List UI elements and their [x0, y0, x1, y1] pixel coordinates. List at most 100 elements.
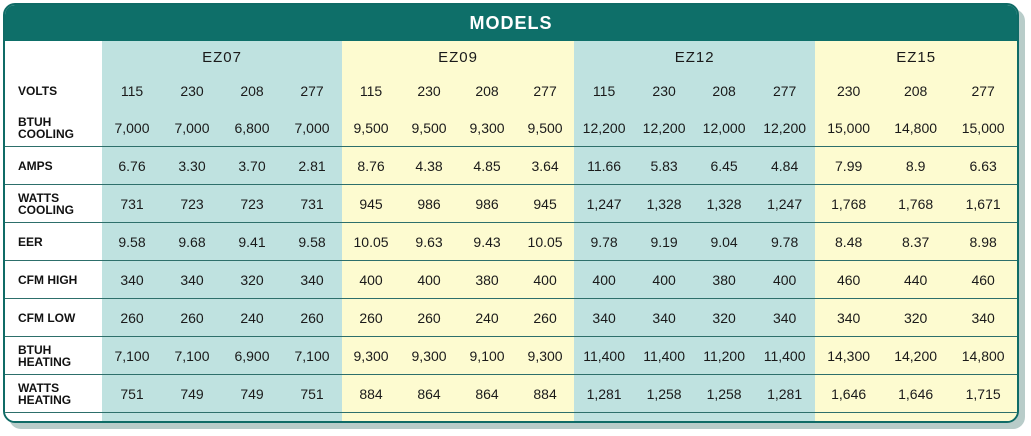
model-header-ez12: EZ12	[574, 41, 816, 73]
table-cell: 2.61	[694, 412, 755, 421]
table-cell: 749	[222, 374, 282, 413]
table-cell: 1,281	[754, 374, 816, 413]
table-cell: 9.78	[754, 222, 816, 261]
row-label-line: COOLING	[18, 126, 74, 141]
table-cell: 10.05	[342, 222, 401, 261]
table-cell: 6.45	[694, 146, 755, 185]
table-cell: 3.09	[458, 412, 517, 421]
row-label: CFM LOW	[5, 298, 102, 337]
table-row: WATTS HEATING 751 749 749 751 884 864 864 884 1,28…	[5, 374, 1017, 413]
row-label: WATTS HEATING	[5, 374, 102, 413]
table-cell: 7,000	[282, 109, 343, 147]
table-cell: 6,900	[222, 336, 282, 375]
table-cell: 749	[162, 374, 222, 413]
table-cell: 340	[754, 298, 816, 337]
volts-cell: 277	[516, 73, 575, 109]
volts-cell: 208	[882, 73, 950, 109]
table-cell: 9.19	[634, 222, 695, 261]
table-cell: 723	[222, 184, 282, 223]
table-cell: 945	[342, 184, 401, 223]
row-label: BTUH COOLING	[5, 109, 102, 147]
table-cell: 864	[400, 374, 459, 413]
table-cell: 400	[400, 260, 459, 299]
table-row: BTUH HEATING 7,100 7,100 6,900 7,100 9,300 9,30…	[5, 336, 1017, 375]
table-cell: 260	[516, 298, 575, 337]
table-cell: 11,400	[754, 336, 816, 375]
table-cell: 4.84	[754, 146, 816, 185]
table-cell: 8.76	[342, 146, 401, 185]
table-cell: 884	[342, 374, 401, 413]
row-label-line: BTUH	[18, 342, 52, 357]
table-cell: 320	[882, 298, 950, 337]
table-cell: 11.66	[574, 146, 635, 185]
table-cell: 340	[634, 298, 695, 337]
table-row: AMPS 6.76 3.30 3.70 2.81 8.76 4.38 4.85 3.64 11.6…	[5, 146, 1017, 185]
table-cell: 1,328	[634, 184, 695, 223]
models-spec-table: MODELS EZ07 EZ09 EZ12 EZ15 VOLTS 115 230 2…	[3, 3, 1019, 423]
model-header-ez07: EZ07	[102, 41, 343, 73]
table-cell: 9.41	[222, 222, 282, 261]
volts-cell: 115	[342, 73, 401, 109]
table-cell: 723	[162, 184, 222, 223]
table-cell: 9,500	[516, 109, 575, 147]
table-cell: 10.05	[516, 222, 575, 261]
table-cell: 260	[282, 298, 343, 337]
table-cell: 1,281	[574, 374, 635, 413]
table-cell: 12,000	[694, 109, 755, 147]
table-cell: 260	[342, 298, 401, 337]
row-label: AMPS	[5, 146, 102, 185]
table-cell: 9,300	[400, 336, 459, 375]
table-row: C.O.P.2.772.782.702.773.093.163.093.092.…	[5, 412, 1017, 421]
table-row: BTUH COOLING 7,000 7,000 6,800 7,000 9,500 9,50…	[5, 109, 1017, 147]
table-cell: 2.77	[282, 412, 343, 421]
table-cell: 14,800	[949, 336, 1017, 375]
volts-cell: 115	[574, 73, 635, 109]
table-row: CFM HIGH 340 340 320 340 400 400 380 400 400 400 38…	[5, 260, 1017, 299]
table-cell: 9.43	[458, 222, 517, 261]
volts-cell: 277	[282, 73, 343, 109]
volts-row: VOLTS 115 230 208 277 115 230 208 277 115 230 208 2…	[5, 73, 1017, 109]
row-label-line: COOLING	[18, 202, 74, 217]
table-cell: 1,247	[574, 184, 635, 223]
table-cell: 3.09	[516, 412, 575, 421]
table-cell: 15,000	[815, 109, 883, 147]
table-cell: 320	[694, 298, 755, 337]
table-cell: 751	[102, 374, 162, 413]
table-cell: 3.30	[162, 146, 222, 185]
table-cell: 240	[458, 298, 517, 337]
table-cell: 8.9	[882, 146, 950, 185]
table-cell: 7.99	[815, 146, 883, 185]
table-cell: 3.70	[222, 146, 282, 185]
table-cell: 340	[574, 298, 635, 337]
table-cell: 7,000	[102, 109, 162, 147]
table-cell: 1,247	[754, 184, 816, 223]
table-cell: 884	[516, 374, 575, 413]
table-cell: 1,258	[634, 374, 695, 413]
table-cell: 15,000	[949, 109, 1017, 147]
table-cell: 4.38	[400, 146, 459, 185]
table-cell: 864	[458, 374, 517, 413]
table-cell: 9,500	[342, 109, 401, 147]
table-cell: 751	[282, 374, 343, 413]
table-cell: 460	[949, 260, 1017, 299]
table-cell: 1,646	[882, 374, 950, 413]
table-cell: 2.78	[162, 412, 222, 421]
table-cell: 1,768	[882, 184, 950, 223]
table-cell: 9.58	[282, 222, 343, 261]
table-cell: 2.70	[222, 412, 282, 421]
row-label: EER	[5, 222, 102, 261]
table-cell: 731	[102, 184, 162, 223]
table-cell: 12,200	[574, 109, 635, 147]
row-label-line: HEATING	[18, 392, 72, 407]
table-cell: 986	[400, 184, 459, 223]
table-cell: 986	[458, 184, 517, 223]
table-cell: 9.04	[694, 222, 755, 261]
volts-cell: 208	[694, 73, 755, 109]
table-cell: 4.85	[458, 146, 517, 185]
table-row: WATTS COOLING 731 723 723 731 945 986 986 945 1,24…	[5, 184, 1017, 223]
volts-label: VOLTS	[5, 73, 102, 109]
spec-table: EZ07 EZ09 EZ12 EZ15 VOLTS 115 230 208 277 11…	[5, 41, 1017, 421]
table-cell: 340	[162, 260, 222, 299]
table-cell: 1,715	[949, 374, 1017, 413]
table-cell: 8.98	[949, 222, 1017, 261]
